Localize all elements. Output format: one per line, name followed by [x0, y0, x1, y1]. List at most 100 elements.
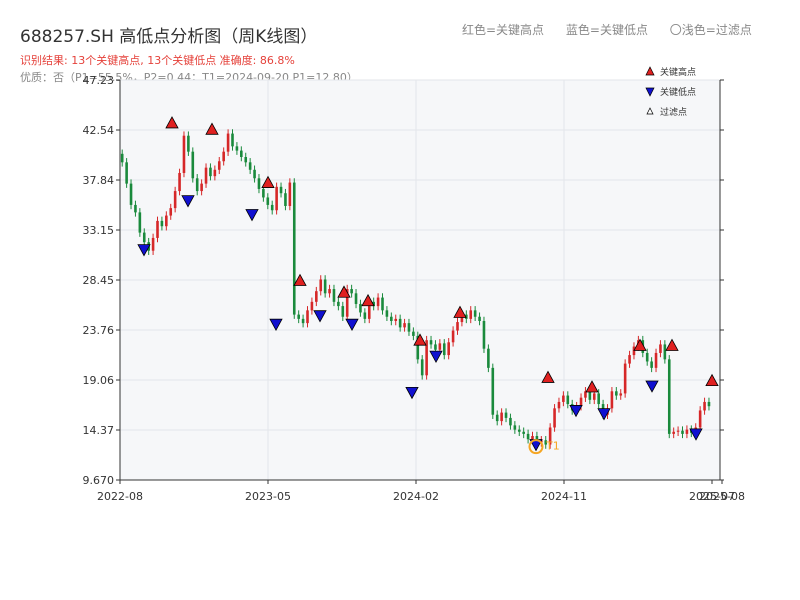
- candle-body: [412, 331, 415, 336]
- candle-body: [266, 197, 270, 205]
- key-high-marker: [633, 338, 647, 351]
- candle-body: [487, 348, 490, 368]
- candle-body: [129, 183, 133, 205]
- candle-body: [650, 361, 653, 368]
- key-high-marker: [665, 338, 679, 351]
- candle-body: [416, 335, 420, 360]
- y-tick-label: 19.06: [83, 374, 115, 387]
- candle-body: [610, 391, 614, 409]
- candle-body: [142, 232, 146, 243]
- candle-body: [151, 237, 155, 251]
- candle-body: [244, 156, 248, 163]
- candle-body: [195, 178, 199, 192]
- candle-body: [562, 395, 565, 402]
- candle-body: [323, 279, 327, 294]
- candle-body: [703, 401, 706, 411]
- candle-body: [478, 316, 481, 322]
- legend-item-label: 关键高点: [660, 66, 696, 78]
- candle-body: [292, 182, 296, 315]
- candle-body: [553, 408, 556, 428]
- y-tick-label: 28.45: [83, 274, 115, 287]
- candle-body: [253, 169, 256, 179]
- x-tick-label: 2025-07: [689, 490, 735, 503]
- candle-body: [306, 310, 309, 324]
- candle-body: [376, 297, 380, 307]
- key-low-marker: [181, 195, 195, 208]
- candle-body: [257, 178, 261, 189]
- candle-body: [315, 291, 318, 302]
- legend-filtered-icon: [646, 107, 654, 115]
- candle-body: [385, 310, 389, 317]
- axes: 47.23 42.54 37.84 33.15 28.45 23.76 19.06 14.37…: [83, 74, 745, 503]
- candle-body: [359, 303, 362, 313]
- candle-body: [663, 344, 667, 360]
- candle-body: [138, 212, 142, 233]
- candle-body: [288, 182, 292, 206]
- candle-body: [204, 167, 208, 184]
- candle-body: [235, 146, 239, 151]
- candle-body: [623, 363, 627, 394]
- key-low-marker: [569, 405, 583, 418]
- legend-high-icon: [645, 66, 655, 76]
- candle-body: [337, 301, 340, 307]
- candle-body: [429, 340, 433, 345]
- candle-body: [465, 314, 468, 319]
- candle-body: [526, 433, 530, 440]
- candle-body: [681, 430, 684, 434]
- candle-body: [182, 135, 186, 173]
- candle-body: [447, 342, 450, 356]
- legend-low-icon: [645, 87, 655, 97]
- t1-marker: [528, 439, 544, 455]
- candle-body: [434, 344, 437, 350]
- candle-body: [279, 186, 283, 194]
- candle-body: [628, 355, 631, 364]
- candle-body: [231, 133, 234, 147]
- candle-body: [222, 151, 225, 162]
- legend-item-label: 过滤点: [660, 106, 687, 118]
- candle-body: [120, 153, 124, 163]
- candle-body: [191, 151, 195, 179]
- candle-body: [173, 191, 177, 209]
- candle-body: [615, 391, 618, 396]
- candle-body: [372, 301, 375, 307]
- candles: [120, 129, 711, 449]
- key-high-marker: [293, 273, 307, 286]
- x-tick-label: 2023-05: [245, 490, 291, 503]
- top-legend: 红色=关键高点 蓝色=关键低点 〇浅色=过滤点: [462, 21, 770, 38]
- candle-body: [240, 150, 243, 157]
- candle-body: [517, 429, 521, 432]
- key-high-marker: [705, 373, 719, 387]
- candle-body: [213, 169, 217, 177]
- candle-body: [456, 322, 459, 331]
- candle-body: [367, 301, 371, 319]
- candle-body: [588, 391, 592, 400]
- candle-body: [557, 401, 561, 409]
- key-high-marker: [337, 285, 351, 298]
- candle-body: [438, 343, 442, 350]
- candle-body: [672, 431, 675, 434]
- key-low-marker: [269, 318, 283, 332]
- candle-body: [270, 204, 274, 211]
- candle-body: [509, 417, 512, 426]
- legend-light-label: 〇浅色=过滤点: [669, 23, 752, 37]
- key-high-marker: [361, 293, 375, 307]
- candle-body: [165, 215, 168, 227]
- candle-body: [592, 393, 596, 400]
- candle-body: [262, 188, 265, 198]
- candle-body: [619, 393, 623, 396]
- candle-body: [473, 310, 477, 317]
- key-low-marker: [429, 350, 443, 363]
- candle-body: [685, 429, 689, 434]
- candle-body: [217, 161, 221, 170]
- x-tick-label: 2024-02: [393, 490, 439, 503]
- candle-body: [504, 412, 508, 418]
- y-tick-label: 23.76: [83, 324, 115, 337]
- key-low-marker: [245, 209, 259, 222]
- x-tick-label: 2024-11: [541, 490, 587, 503]
- candle-body: [319, 279, 323, 292]
- candle-body: [698, 410, 702, 428]
- candle-body: [403, 323, 406, 328]
- candle-body: [495, 414, 499, 422]
- candle-body: [398, 318, 402, 328]
